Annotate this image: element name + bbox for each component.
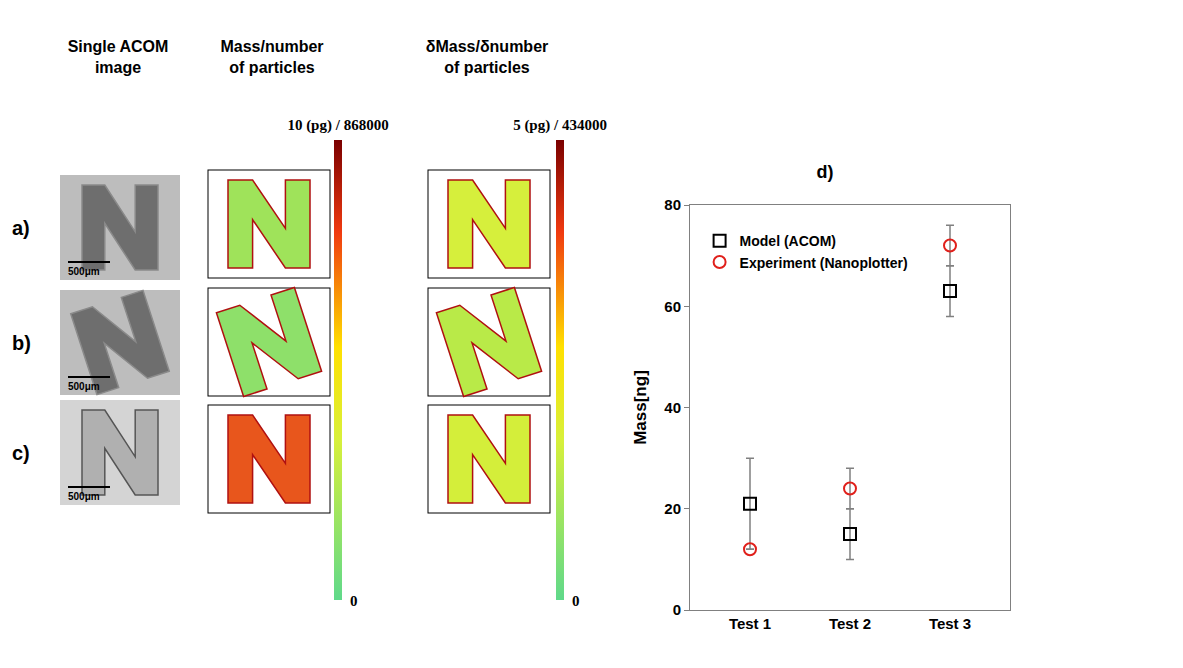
svg-text:b): b) bbox=[12, 332, 31, 354]
svg-text:5 (pg) / 434000: 5 (pg) / 434000 bbox=[513, 117, 607, 134]
svg-text:a): a) bbox=[12, 217, 30, 239]
svg-text:500μm: 500μm bbox=[68, 491, 100, 502]
svg-text:of particles: of particles bbox=[444, 59, 529, 76]
svg-text:500μm: 500μm bbox=[68, 266, 100, 277]
svg-text:0: 0 bbox=[350, 593, 358, 609]
svg-text:Single ACOM: Single ACOM bbox=[68, 38, 169, 55]
svg-text:Experiment (Nanoplotter): Experiment (Nanoplotter) bbox=[740, 255, 908, 271]
svg-text:60: 60 bbox=[664, 298, 681, 315]
svg-text:20: 20 bbox=[664, 500, 681, 517]
svg-text:0: 0 bbox=[673, 601, 681, 618]
svg-text:Test 1: Test 1 bbox=[729, 615, 771, 632]
svg-text:0: 0 bbox=[572, 593, 580, 609]
svg-text:Model (ACOM): Model (ACOM) bbox=[740, 233, 836, 249]
svg-text:Mass/number: Mass/number bbox=[220, 38, 323, 55]
svg-text:δMass/δnumber: δMass/δnumber bbox=[426, 38, 549, 55]
svg-text:of particles: of particles bbox=[229, 59, 314, 76]
svg-text:c): c) bbox=[12, 442, 30, 464]
svg-text:40: 40 bbox=[664, 399, 681, 416]
svg-text:500μm: 500μm bbox=[68, 381, 100, 392]
svg-text:Mass[ng]: Mass[ng] bbox=[631, 370, 650, 445]
svg-text:10 (pg) / 868000: 10 (pg) / 868000 bbox=[287, 117, 388, 134]
svg-text:Test 2: Test 2 bbox=[829, 615, 871, 632]
svg-text:80: 80 bbox=[664, 196, 681, 213]
svg-text:image: image bbox=[95, 59, 141, 76]
svg-text:d): d) bbox=[817, 162, 834, 182]
svg-text:Test 3: Test 3 bbox=[929, 615, 971, 632]
